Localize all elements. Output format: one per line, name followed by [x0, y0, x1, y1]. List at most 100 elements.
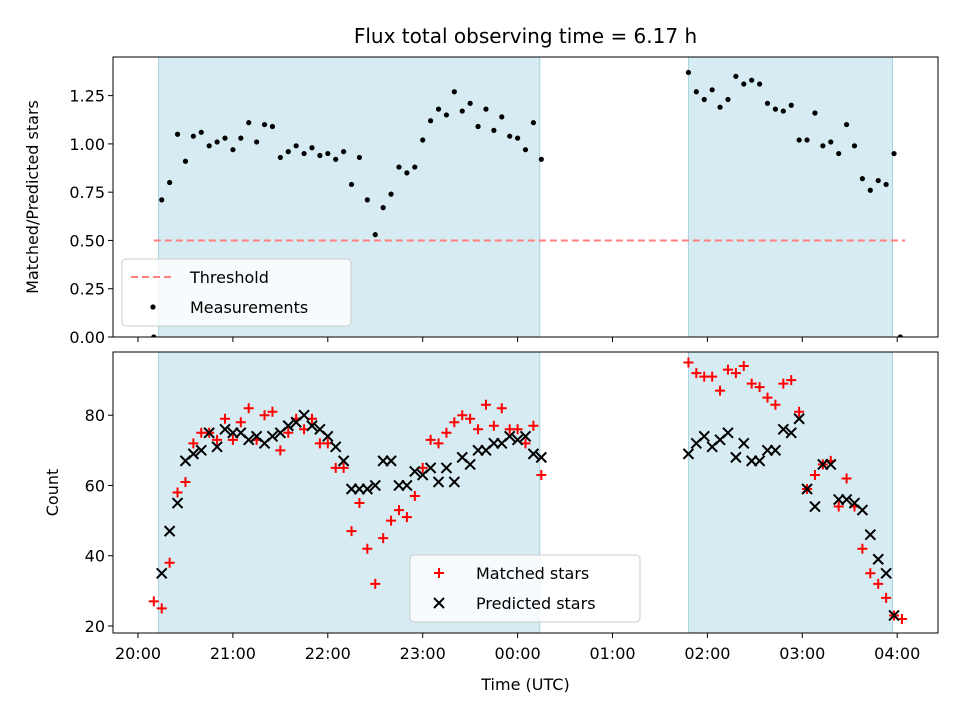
measurement-point [214, 139, 220, 145]
predicted-point [682, 448, 695, 460]
predicted-point [880, 567, 892, 579]
matched-point [172, 487, 183, 498]
predicted-point [801, 483, 813, 495]
threshold-legend-label: Threshold [189, 268, 269, 287]
matched-point [219, 413, 230, 424]
measurement-point [174, 131, 181, 137]
measurement-point [246, 120, 252, 126]
matched-point [449, 417, 460, 428]
predicted-point [809, 500, 821, 513]
y-axis-label: Count [43, 469, 62, 517]
matched-point [433, 438, 444, 449]
predicted-point [385, 455, 397, 467]
measurement-point [515, 135, 521, 141]
predicted-point [769, 444, 782, 457]
predicted-point [738, 437, 750, 450]
y-tick-label: 0.00 [69, 328, 105, 347]
matched-point [809, 469, 820, 480]
matched-legend-marker [434, 568, 444, 578]
measurement-point [796, 137, 802, 143]
measurement-point [756, 81, 763, 87]
predicted-point [424, 462, 437, 474]
matched-point [354, 498, 365, 509]
matched-point [473, 424, 484, 435]
predicted-point [864, 528, 877, 541]
matched-point [267, 406, 278, 417]
count-panel: 20 40 60 80 20:00 21:00 22:00 23:00 00:00 01:00 02… [43, 351, 939, 694]
series-1 [156, 409, 900, 622]
shaded-interval [687, 352, 893, 633]
measurement-point [222, 135, 228, 141]
matched-point [536, 469, 547, 480]
matched-point [683, 357, 694, 368]
matched-point [873, 578, 884, 589]
matched-point [754, 382, 765, 393]
measurement-point [404, 170, 410, 176]
measurement-point [522, 147, 529, 153]
measurement-point [733, 73, 739, 79]
matched-point [338, 462, 349, 473]
legend-box [121, 258, 352, 327]
predicted-point [361, 483, 374, 495]
predicted-point [840, 493, 853, 506]
measurement-point [443, 112, 450, 118]
y-tick-label: 60 [85, 476, 105, 495]
measurement-point [883, 181, 889, 188]
measurement-point [372, 232, 378, 238]
matched-point [465, 413, 476, 424]
predicted-point [401, 479, 413, 492]
matched-point [457, 410, 468, 421]
matched-point [235, 417, 246, 428]
legend-box [409, 554, 641, 623]
predicted-point [753, 455, 766, 467]
predicted-point [464, 458, 476, 471]
measurement-point [451, 89, 457, 95]
measurement-point [859, 176, 866, 182]
measurement-point [285, 149, 291, 155]
y-tick-label: 20 [85, 617, 105, 636]
matched-point [441, 427, 452, 438]
predicted-point [730, 451, 742, 464]
measurement-point [820, 143, 826, 149]
predicted-point [785, 427, 797, 439]
matched-point [496, 403, 507, 414]
x-tick-label: 01:00 [589, 644, 635, 663]
y-tick-label: 0.75 [69, 183, 105, 202]
measurement-point [254, 139, 260, 145]
measurement-point [333, 156, 339, 162]
matched-point [243, 403, 254, 414]
predicted-point [163, 525, 176, 537]
measurement-point [780, 108, 786, 114]
measurement-point [499, 114, 505, 120]
measurement-point [412, 164, 418, 170]
matched-point [212, 434, 223, 445]
x-tick-label: 23:00 [400, 644, 446, 663]
measurement-point [788, 102, 794, 108]
matched-point [833, 501, 844, 512]
measurement-point [828, 139, 834, 145]
predicted-point [440, 462, 453, 474]
matched-point [746, 378, 757, 389]
predicted-point [511, 434, 524, 446]
measurement-point [364, 197, 370, 203]
measurement-point [167, 179, 173, 186]
predicted-point [777, 423, 790, 435]
measurement-point [182, 158, 189, 164]
matched-point [865, 568, 876, 579]
matched-point [715, 385, 726, 396]
predicted-point [195, 444, 207, 457]
measurement-point [388, 191, 394, 197]
predicted-point [369, 479, 381, 492]
predicted-point [306, 420, 318, 432]
y-tick-label: 0.50 [69, 231, 105, 250]
measurement-point [151, 334, 157, 337]
matched-point [881, 592, 892, 603]
matched-point [480, 399, 491, 410]
measurement-point [356, 154, 363, 161]
x-tick-label: 04:00 [874, 644, 920, 663]
measurement-point [812, 110, 818, 116]
measurement-point [836, 150, 842, 157]
y-tick-label: 80 [85, 406, 105, 425]
matched-point [275, 445, 286, 456]
predicted-legend-label: Predicted stars [476, 594, 596, 613]
